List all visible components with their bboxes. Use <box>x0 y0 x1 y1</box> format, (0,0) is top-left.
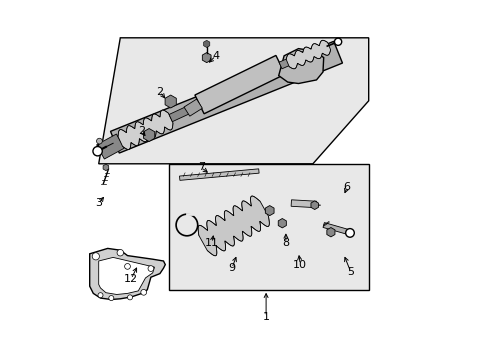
Text: 2: 2 <box>138 126 145 136</box>
Polygon shape <box>165 95 176 108</box>
Polygon shape <box>278 219 286 228</box>
Polygon shape <box>290 200 316 208</box>
Polygon shape <box>143 129 154 141</box>
Polygon shape <box>202 53 211 63</box>
Text: 8: 8 <box>282 238 289 248</box>
Polygon shape <box>89 248 165 300</box>
Polygon shape <box>179 169 259 180</box>
Circle shape <box>98 293 103 298</box>
Circle shape <box>345 229 354 237</box>
Text: 3: 3 <box>95 198 102 208</box>
Circle shape <box>96 138 102 144</box>
Circle shape <box>148 266 153 271</box>
Circle shape <box>92 253 99 260</box>
Text: 11: 11 <box>204 238 219 248</box>
Text: 2: 2 <box>156 87 163 97</box>
Polygon shape <box>323 222 349 235</box>
Text: 4: 4 <box>212 51 219 61</box>
Polygon shape <box>326 228 334 237</box>
Circle shape <box>127 295 132 300</box>
Polygon shape <box>279 46 317 69</box>
Bar <box>168 164 368 290</box>
Polygon shape <box>278 49 323 84</box>
Text: 7: 7 <box>197 162 204 172</box>
Circle shape <box>334 38 341 45</box>
Circle shape <box>93 147 102 156</box>
Circle shape <box>108 296 114 301</box>
Polygon shape <box>195 55 285 114</box>
Polygon shape <box>103 164 108 171</box>
Polygon shape <box>97 134 124 159</box>
Circle shape <box>141 289 146 295</box>
Text: 9: 9 <box>228 263 235 273</box>
Polygon shape <box>99 257 154 294</box>
Polygon shape <box>110 41 342 153</box>
Polygon shape <box>285 40 330 69</box>
Polygon shape <box>265 206 273 216</box>
Circle shape <box>124 264 130 269</box>
Polygon shape <box>203 40 209 48</box>
Text: 6: 6 <box>343 182 350 192</box>
Polygon shape <box>198 196 269 256</box>
Circle shape <box>117 249 123 256</box>
Polygon shape <box>118 110 173 149</box>
Text: 5: 5 <box>346 267 353 277</box>
Polygon shape <box>183 99 202 116</box>
Text: 12: 12 <box>124 274 138 284</box>
Polygon shape <box>99 38 368 164</box>
Polygon shape <box>169 104 195 122</box>
Polygon shape <box>310 201 318 210</box>
Text: 10: 10 <box>293 260 306 270</box>
Text: 1: 1 <box>262 312 269 322</box>
